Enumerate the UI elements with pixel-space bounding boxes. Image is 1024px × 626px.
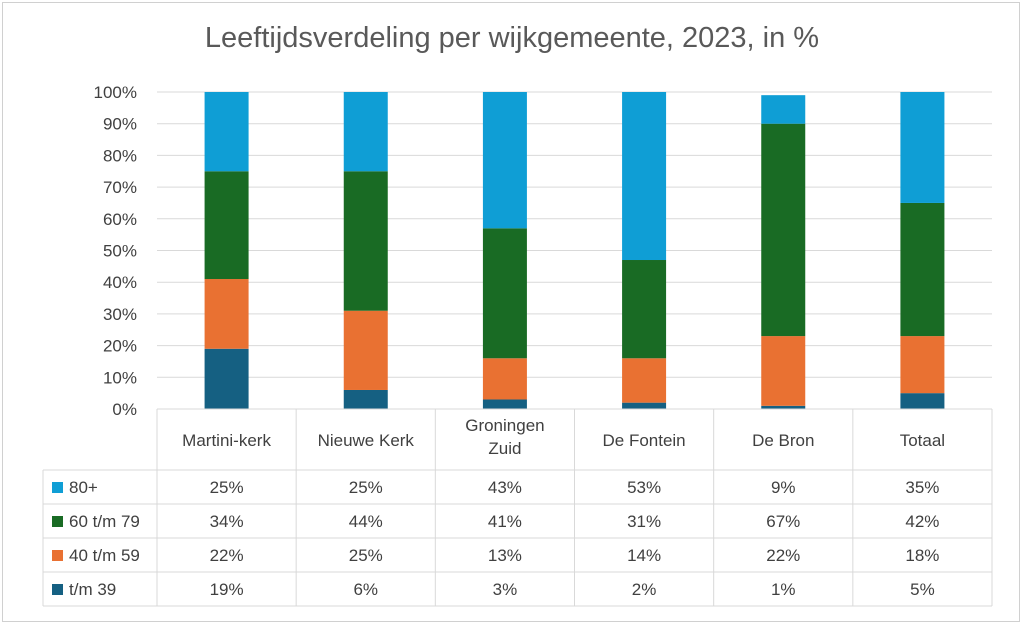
bar-segment — [343, 389, 388, 409]
data-label: 42% — [905, 512, 939, 531]
data-label: 2% — [632, 580, 657, 599]
data-label: 19% — [210, 580, 244, 599]
bar-segment — [482, 358, 527, 400]
chart-title: Leeftijdsverdeling per wijkgemeente, 202… — [204, 22, 820, 54]
bar-segment — [900, 92, 945, 203]
data-label: 35% — [905, 478, 939, 497]
category-label: Totaal — [900, 431, 945, 450]
series-name: t/m 39 — [69, 580, 116, 599]
bar-segment — [204, 348, 249, 409]
y-tick-label: 70% — [103, 178, 137, 197]
category-label: De Fontein — [602, 431, 685, 450]
y-tick-label: 80% — [103, 146, 137, 165]
data-label: 9% — [771, 478, 796, 497]
data-label: 41% — [488, 512, 522, 531]
data-label: 13% — [488, 546, 522, 565]
bar-segment — [622, 402, 667, 409]
data-label: 5% — [910, 580, 935, 599]
data-label: 25% — [210, 478, 244, 497]
y-tick-label: 0% — [112, 400, 137, 419]
data-label: 43% — [488, 478, 522, 497]
series-name: 60 t/m 79 — [69, 512, 140, 531]
bar-segment — [622, 358, 667, 403]
y-tick-label: 10% — [103, 368, 137, 387]
bar-segment — [482, 92, 527, 229]
legend-key — [52, 550, 63, 561]
bar-segment — [204, 279, 249, 349]
data-label: 6% — [353, 580, 378, 599]
bar-segment — [622, 260, 667, 359]
data-label: 53% — [627, 478, 661, 497]
bar-segment — [482, 399, 527, 409]
category-label: Martini-kerk — [182, 431, 271, 450]
category-label: De Bron — [752, 431, 814, 450]
y-tick-label: 100% — [94, 83, 137, 102]
y-tick-label: 20% — [103, 337, 137, 356]
bar-segment — [761, 336, 806, 406]
series-name: 40 t/m 59 — [69, 546, 140, 565]
data-label: 22% — [766, 546, 800, 565]
category-label: Zuid — [488, 439, 521, 458]
data-label: 67% — [766, 512, 800, 531]
data-label: 25% — [349, 546, 383, 565]
bar-segment — [482, 228, 527, 359]
y-tick-label: 60% — [103, 210, 137, 229]
bar-segment — [204, 171, 249, 280]
bar-segment — [343, 310, 388, 390]
data-label: 44% — [349, 512, 383, 531]
legend-key — [52, 584, 63, 595]
data-label: 31% — [627, 512, 661, 531]
category-label: Groningen — [465, 416, 544, 435]
data-label: 22% — [210, 546, 244, 565]
bar-segment — [900, 336, 945, 394]
bar-segment — [343, 92, 388, 172]
data-label: 1% — [771, 580, 796, 599]
data-label: 3% — [493, 580, 518, 599]
data-label: 25% — [349, 478, 383, 497]
bar-segment — [761, 405, 806, 409]
legend-key — [52, 516, 63, 527]
y-tick-label: 90% — [103, 115, 137, 134]
y-tick-label: 50% — [103, 242, 137, 261]
legend-key — [52, 482, 63, 493]
y-tick-label: 40% — [103, 273, 137, 292]
bar-segment — [204, 92, 249, 172]
y-tick-label: 30% — [103, 305, 137, 324]
bar-segment — [622, 92, 667, 261]
series-name: 80+ — [69, 478, 98, 497]
bar-segment — [761, 95, 806, 124]
category-label: Nieuwe Kerk — [318, 431, 415, 450]
bar-segment — [761, 123, 806, 337]
data-label: 18% — [905, 546, 939, 565]
data-label: 34% — [210, 512, 244, 531]
bar-segment — [900, 202, 945, 337]
data-label: 14% — [627, 546, 661, 565]
bar-segment — [900, 393, 945, 409]
bar-segment — [343, 171, 388, 311]
